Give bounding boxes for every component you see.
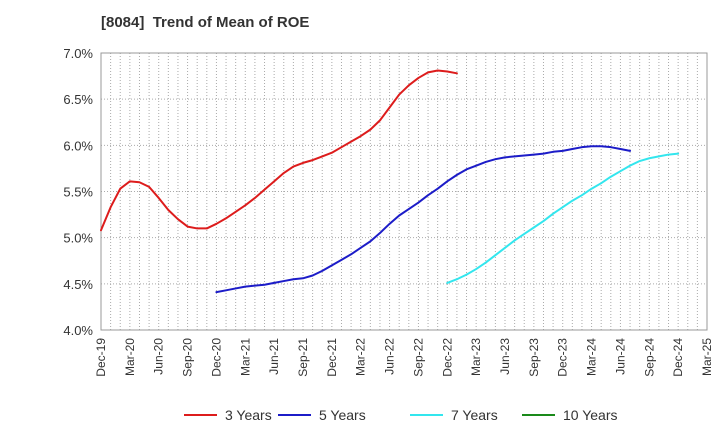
legend-label: 3 Years [225,407,272,423]
x-tick-label: Jun-21 [267,338,281,375]
legend-label: 7 Years [451,407,498,423]
x-tick-label: Dec-20 [209,338,223,377]
x-tick-label: Jun-22 [383,338,397,375]
y-tick-label: 4.5% [63,277,93,292]
x-tick-label: Dec-24 [671,338,685,377]
y-tick-label: 5.5% [63,185,93,200]
x-tick-label: Mar-22 [354,338,368,376]
series-line-3-years [100,69,458,232]
x-tick-label: Mar-24 [585,338,599,376]
y-tick-label: 7.0% [63,46,93,61]
axes: 4.0% 4.5% 5.0% 5.5% 6.0% 6.5% 7.0% Dec-19 Mar-20… [63,46,714,377]
x-tick-label: Sep-21 [296,338,310,377]
series-line-5-years [215,145,632,294]
series-line-7-years [446,152,680,284]
grid-lines [101,53,707,330]
x-tick-label: Mar-25 [700,338,714,376]
y-tick-label: 6.5% [63,92,93,107]
chart-title: [8084] Trend of Mean of ROE [101,14,310,31]
y-tick-label: 5.0% [63,231,93,246]
legend-label: 10 Years [563,407,618,423]
x-tick-label: Sep-24 [642,338,656,377]
x-tick-label: Mar-21 [238,338,252,376]
x-tick-label: Sep-20 [181,338,195,377]
y-tick-label: 6.0% [63,138,93,153]
legend-label: 5 Years [319,407,366,423]
x-tick-label: Sep-22 [411,338,425,377]
x-tick-label: Sep-23 [527,338,541,377]
x-tick-label: Mar-20 [123,338,137,376]
x-tick-label: Dec-19 [94,338,108,377]
legend: 3 Years 5 Years 7 Years 10 Years [184,407,618,423]
x-tick-label: Jun-24 [613,338,627,375]
x-tick-label: Jun-23 [498,338,512,375]
plot-frame [100,52,708,331]
x-tick-label: Mar-23 [469,338,483,376]
y-tick-label: 4.0% [63,323,93,338]
x-tick-label: Dec-22 [440,338,454,377]
x-tick-label: Dec-21 [325,338,339,377]
x-tick-label: Dec-23 [556,338,570,377]
x-tick-label: Jun-20 [152,338,166,375]
series-lines [100,69,680,294]
